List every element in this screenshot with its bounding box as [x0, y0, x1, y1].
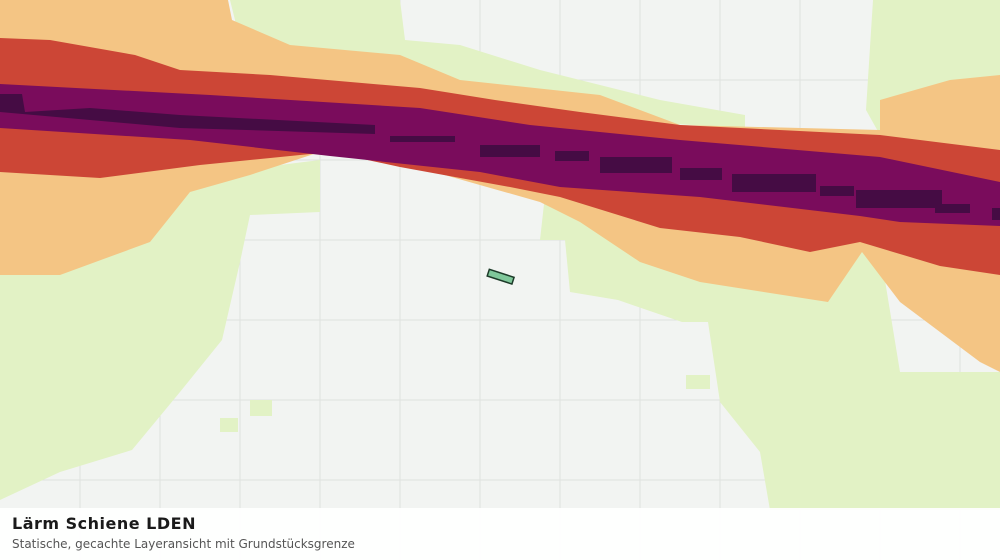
noise-area: [680, 168, 722, 180]
layer-title: Lärm Schiene LDEN: [12, 514, 196, 533]
noise-area: [992, 208, 1000, 220]
layer-subtitle: Statische, gecachte Layeransicht mit Gru…: [12, 537, 355, 551]
parcel-boundary: [486, 268, 516, 285]
noise-area: [856, 190, 942, 208]
noise-area: [390, 136, 455, 142]
noise-area: [220, 418, 238, 432]
noise-area: [480, 145, 540, 157]
noise-area: [250, 400, 272, 416]
noise-area: [555, 151, 589, 161]
noise-area: [230, 0, 745, 128]
noise-area: [820, 186, 854, 196]
noise-area: [0, 94, 375, 134]
noise-area: [935, 204, 970, 213]
noise-zone-extreme: [0, 94, 1000, 220]
noise-area: [686, 375, 710, 389]
noise-area: [600, 157, 672, 173]
caption-bar: Lärm Schiene LDEN Statische, gecachte La…: [0, 508, 1000, 560]
noise-area: [540, 195, 1000, 510]
noise-zone-low: [0, 0, 1000, 510]
noise-area: [732, 174, 816, 192]
